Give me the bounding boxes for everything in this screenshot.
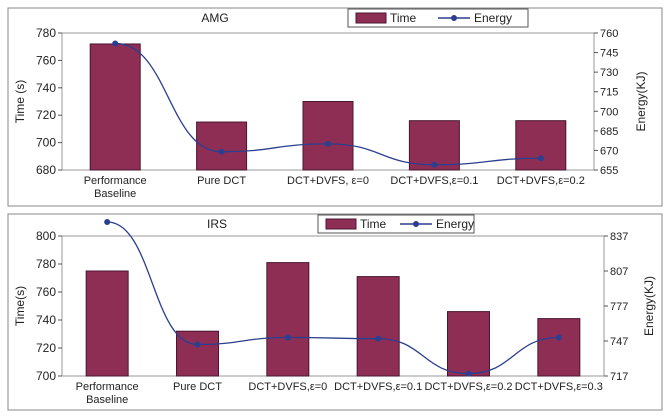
legend-energy-label: Energy	[436, 217, 474, 231]
right-tick-label: 747	[610, 336, 628, 348]
y2-axis-label: Energy(KJ)	[642, 276, 656, 336]
y-axis-label: Time (s)	[13, 80, 27, 124]
x-tick-label: DCT+DVFS,ε=0.3	[515, 381, 603, 393]
x-tick-label: DCT+DVFS,ε=0.1	[390, 175, 478, 187]
left-tick-label: 760	[36, 285, 56, 299]
x-tick-label: Performance	[76, 381, 139, 393]
x-tick-label: DCT+DVFS,ε=0	[248, 381, 327, 393]
x-tick-label: DCT+DVFS,ε=0.2	[424, 381, 512, 393]
left-tick-label: 760	[36, 53, 56, 67]
time-bar	[408, 120, 460, 171]
legend-energy-label: Energy	[474, 11, 512, 25]
time-bar	[356, 276, 400, 377]
right-tick-label: 670	[600, 145, 618, 157]
x-tick-label: DCT+DVFS,ε=0.2	[497, 175, 585, 187]
right-tick-label: 730	[600, 67, 618, 79]
right-tick-label: 655	[600, 165, 618, 177]
right-tick-label: 685	[600, 126, 618, 138]
time-bar	[266, 262, 310, 377]
time-bar	[537, 318, 581, 377]
x-tick-label: Pure DCT	[197, 175, 246, 187]
left-tick-label: 800	[36, 229, 56, 243]
left-tick-label: 740	[36, 81, 56, 95]
right-tick-label: 715	[600, 87, 618, 99]
right-tick-label: 745	[600, 48, 618, 60]
energy-point	[465, 370, 472, 377]
x-tick-label: DCT+DVFS,ε=0.1	[334, 381, 422, 393]
time-bar	[89, 43, 141, 171]
energy-point	[112, 40, 119, 47]
plot-area	[61, 235, 605, 377]
energy-line	[115, 42, 541, 166]
left-tick-label: 700	[36, 136, 56, 150]
time-bar	[176, 330, 219, 377]
right-tick-label: 700	[600, 106, 618, 118]
chart-panel-irs: IRS 700 720 740 760 780 800 717 747 777 807 837 Time…	[7, 213, 663, 411]
energy-point	[218, 148, 225, 155]
right-tick-label: 807	[610, 266, 628, 278]
left-tick-label: 780	[36, 26, 56, 40]
right-tick-label: 717	[610, 371, 628, 383]
x-tick-label: Pure DCT	[173, 381, 222, 393]
energy-point	[537, 155, 544, 162]
left-tick-label: 740	[36, 313, 56, 327]
chart-title: IRS	[207, 217, 227, 231]
left-tick-label: 720	[36, 341, 56, 355]
legend-time-swatch	[355, 12, 387, 24]
y-axis-label: Time(s)	[13, 286, 27, 326]
legend-box	[317, 214, 475, 234]
chart-title: AMG	[201, 11, 228, 25]
y2-axis-label: Energy(KJ)	[634, 71, 648, 131]
energy-point	[284, 334, 291, 341]
time-bar	[196, 121, 248, 171]
time-bar	[85, 270, 129, 377]
legend-time-swatch	[325, 218, 357, 230]
legend-time-label: Time	[360, 217, 387, 231]
left-tick-label: 680	[36, 163, 56, 177]
right-tick-label: 760	[600, 28, 618, 40]
right-tick-label: 837	[610, 231, 628, 243]
legend-energy-marker	[451, 15, 457, 21]
chart-panel-amg: AMG 680 700 720 740 760 780 655 670 685 700 715 730 7…	[7, 7, 663, 207]
panel-frame	[7, 7, 663, 207]
left-tick-label: 700	[36, 369, 56, 383]
energy-point	[375, 335, 382, 342]
energy-line	[107, 221, 559, 375]
x-tick-label: DCT+DVFS, ε=0	[287, 175, 369, 187]
energy-point	[431, 161, 438, 168]
x-tick-label: Baseline	[94, 188, 136, 200]
time-bar	[447, 311, 490, 377]
time-bar	[302, 101, 354, 171]
panel-frame	[7, 213, 663, 411]
energy-point	[104, 219, 111, 225]
left-tick-label: 720	[36, 108, 56, 122]
legend-energy-marker	[413, 221, 419, 227]
right-tick-label: 777	[610, 301, 628, 313]
energy-point	[194, 341, 201, 348]
x-tick-label: Baseline	[86, 394, 128, 406]
left-tick-label: 780	[36, 257, 56, 271]
energy-point	[555, 334, 562, 341]
energy-point	[325, 140, 331, 147]
x-tick-label: Performance	[84, 175, 147, 187]
legend-time-label: Time	[390, 11, 417, 25]
time-bar	[515, 120, 567, 171]
